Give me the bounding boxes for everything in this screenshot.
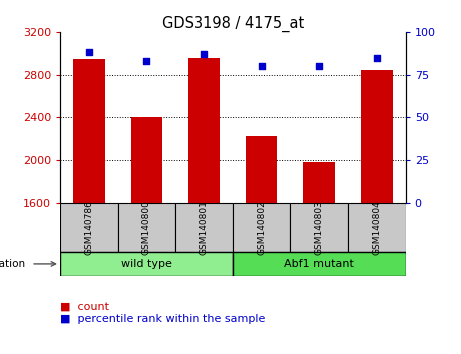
Bar — [290, 203, 348, 252]
Point — [258, 63, 266, 69]
Text: GSM140804: GSM140804 — [372, 200, 381, 255]
Bar — [118, 203, 175, 252]
Bar — [188, 57, 220, 203]
Text: GSM140801: GSM140801 — [200, 200, 208, 255]
Point — [142, 58, 150, 64]
Bar — [73, 58, 105, 203]
Text: GSM140786: GSM140786 — [84, 200, 93, 255]
Point — [373, 55, 381, 60]
Text: wild type: wild type — [121, 259, 172, 269]
Bar — [60, 252, 233, 276]
Point — [85, 50, 92, 55]
Text: GSM140803: GSM140803 — [315, 200, 324, 255]
Title: GDS3198 / 4175_at: GDS3198 / 4175_at — [162, 16, 304, 32]
Text: GSM140802: GSM140802 — [257, 200, 266, 255]
Bar — [246, 136, 278, 203]
Bar — [361, 70, 393, 203]
Text: ■  count: ■ count — [60, 301, 109, 311]
Bar — [303, 162, 335, 203]
Bar — [60, 203, 118, 252]
Text: genotype/variation: genotype/variation — [0, 259, 25, 269]
Point — [315, 63, 323, 69]
Bar — [175, 203, 233, 252]
Text: Abf1 mutant: Abf1 mutant — [284, 259, 354, 269]
Bar — [348, 203, 406, 252]
Bar — [233, 203, 290, 252]
Text: GSM140800: GSM140800 — [142, 200, 151, 255]
Bar — [130, 118, 162, 203]
Bar — [233, 252, 406, 276]
Text: ■  percentile rank within the sample: ■ percentile rank within the sample — [60, 314, 265, 324]
Point — [200, 51, 207, 57]
